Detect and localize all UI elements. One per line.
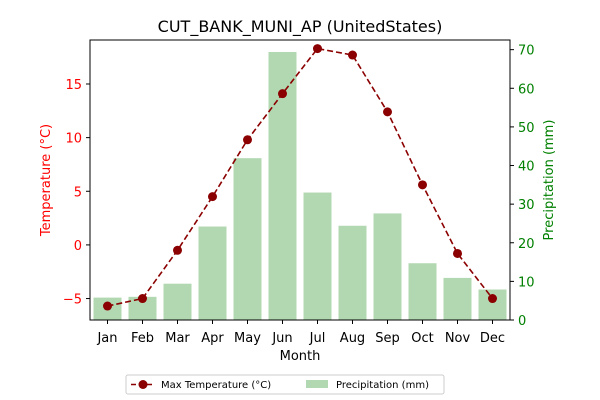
- precipitation-bar: [338, 225, 367, 320]
- precipitation-bar: [303, 192, 332, 320]
- x-tick-label: Sep: [375, 331, 400, 346]
- y-axis-left: −5 0 5 10 15: [63, 78, 90, 308]
- y-left-tick-label: 15: [65, 78, 82, 93]
- y-right-tick-label: 20: [518, 237, 535, 252]
- y-axis-right: 0 10 20 30 40 50 60 70: [510, 44, 535, 329]
- y-left-tick-label: 5: [74, 185, 82, 200]
- y-right-tick-label: 30: [518, 198, 535, 213]
- x-tick-label: Nov: [445, 331, 471, 346]
- precipitation-bar: [163, 283, 192, 320]
- legend: Max Temperature (°C) Precipitation (mm): [125, 374, 445, 395]
- legend-marker-swatch: [138, 380, 148, 389]
- temperature-point: [103, 301, 112, 311]
- temperature-point: [348, 50, 357, 60]
- temperature-point: [383, 107, 392, 117]
- x-tick-label: May: [234, 331, 261, 346]
- legend-label-precipitation: Precipitation (mm): [336, 380, 429, 391]
- y-right-tick-label: 40: [518, 160, 535, 175]
- temperature-point: [488, 294, 497, 304]
- precipitation-bar: [373, 213, 402, 320]
- y-right-tick-label: 10: [518, 275, 535, 290]
- y-axis-right-title: Precipitation (mm): [542, 120, 557, 241]
- precipitation-bar: [443, 277, 472, 320]
- y-right-tick-label: 50: [518, 121, 535, 136]
- x-tick-label: Oct: [411, 331, 433, 346]
- temperature-point: [243, 135, 252, 145]
- y-axis-left-title: Temperature (°C): [39, 124, 54, 237]
- temperature-point: [418, 180, 427, 190]
- precipitation-bar: [198, 226, 227, 320]
- temperature-point: [313, 44, 322, 54]
- x-axis-title: Month: [280, 349, 321, 364]
- x-tick-label: Aug: [340, 331, 365, 346]
- x-tick-label: Jun: [271, 331, 292, 346]
- precipitation-bar: [128, 296, 157, 320]
- temperature-line: [107, 47, 494, 307]
- precipitation-bar: [233, 158, 262, 320]
- y-right-tick-label: 60: [518, 82, 535, 97]
- x-tick-label: Apr: [201, 331, 224, 346]
- chart-title: CUT_BANK_MUNI_AP (UnitedStates): [158, 17, 443, 37]
- temperature-point: [278, 89, 287, 99]
- y-right-tick-label: 0: [518, 314, 526, 329]
- x-tick-label: Feb: [131, 331, 154, 346]
- x-tick-label: Jul: [309, 331, 326, 346]
- y-left-tick-label: 0: [74, 239, 82, 254]
- x-tick-label: Dec: [480, 331, 505, 346]
- x-tick-label: Jan: [96, 331, 117, 346]
- temperature-point: [453, 248, 462, 258]
- temperature-line-group: [103, 44, 497, 311]
- x-axis: Jan Feb Mar Apr May Jun Jul Aug Sep Oct Nov Dec: [96, 320, 505, 346]
- plot-frame: [89, 39, 511, 321]
- precipitation-bar: [408, 263, 437, 320]
- temperature-point: [173, 245, 182, 255]
- y-right-tick-label: 70: [518, 44, 535, 59]
- temperature-point: [138, 294, 147, 304]
- y-left-tick-label: 10: [65, 132, 82, 147]
- temperature-point: [208, 192, 217, 202]
- x-tick-label: Mar: [165, 331, 190, 346]
- legend-bar-swatch: [306, 380, 328, 388]
- legend-label-temperature: Max Temperature (°C): [161, 380, 271, 391]
- legend-box: [125, 374, 445, 395]
- y-left-tick-label: −5: [63, 293, 82, 308]
